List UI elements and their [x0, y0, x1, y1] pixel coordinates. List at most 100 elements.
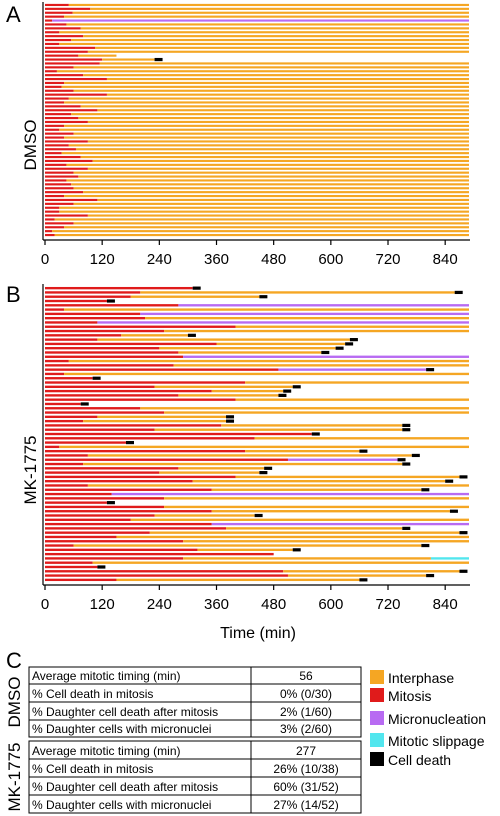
track-segment-interphase [116, 578, 360, 582]
cell-death-marker [426, 573, 435, 578]
track-segment-mitosis [45, 58, 103, 61]
track-segment-interphase [64, 136, 469, 139]
table-value-cell: 277 [296, 744, 316, 758]
x-tick-label: 600 [318, 251, 343, 268]
track-segment-interphase [83, 462, 403, 466]
track-segment-mitosis [45, 419, 84, 423]
track-segment-mitosis [45, 210, 60, 213]
track-segment-mitosis [45, 11, 73, 14]
table-value-cell: 26% (10/38) [273, 762, 338, 776]
cell-death-marker [359, 578, 368, 582]
table-metric-cell: Average mitotic timing (min) [32, 744, 181, 758]
track-segment-interphase [211, 488, 422, 491]
track-segment-interphase [97, 415, 227, 419]
panel-label-a: A [6, 2, 21, 27]
track-segment-interphase [102, 58, 155, 61]
track-segment-mitosis [45, 175, 79, 178]
track-segment-mitosis [45, 54, 79, 57]
track-segment-interphase [121, 334, 188, 337]
track-segment-interphase [83, 35, 470, 38]
track-segment-mitosis [45, 394, 179, 397]
track-segment-mitosis [45, 432, 312, 436]
track-segment-mitosis [45, 97, 69, 100]
x-tick-label: 480 [261, 596, 286, 613]
track-segment-mitosis [45, 35, 84, 38]
track-segment-interphase [92, 561, 469, 564]
cell-death-marker [421, 543, 430, 548]
track-segment-interphase [183, 540, 469, 543]
track-segment-mitosis [45, 441, 126, 444]
track-segment-interphase [73, 89, 469, 92]
track-segment-interphase [130, 295, 260, 298]
track-segment-interphase [59, 445, 469, 449]
x-tick-label: 600 [318, 596, 343, 613]
track-segment-interphase [66, 179, 469, 182]
track-segment-mitosis [45, 359, 69, 363]
track-segment-mitosis [45, 471, 160, 474]
track-segment-interphase [145, 316, 470, 320]
track-segment-interphase [68, 144, 469, 147]
cell-death-marker [345, 342, 354, 346]
track-segment-interphase [183, 557, 431, 560]
track-segment-mitosis [45, 552, 274, 556]
track-segment-mitosis [45, 574, 288, 577]
track-segment-mitosis [45, 548, 198, 552]
track-segment-mitosis [45, 316, 146, 320]
track-segment-mitosis [45, 295, 131, 298]
track-segment-mitosis [45, 321, 98, 324]
panel-b-x-axis-title: Time (min) [220, 625, 296, 642]
cell-death-marker [292, 548, 301, 552]
cell-death-marker [92, 376, 101, 380]
track-segment-interphase [78, 54, 117, 57]
track-segment-interphase [64, 81, 469, 85]
cell-death-marker [106, 501, 115, 505]
track-segment-mitosis [45, 163, 67, 166]
track-segment-interphase [99, 62, 469, 65]
track-segment-mitosis [45, 561, 93, 564]
track-segment-mitosis [45, 38, 72, 42]
track-segment-mitosis [45, 488, 212, 491]
track-segment-interphase [64, 194, 469, 198]
track-segment-mitosis [45, 206, 60, 209]
track-segment-interphase [73, 66, 469, 69]
track-segment-interphase [87, 214, 469, 217]
legend-label-cell-death: Cell death [388, 752, 451, 768]
track-segment-interphase [56, 70, 469, 73]
legend-swatch-mitosis [370, 688, 384, 702]
track-segment-interphase [178, 467, 265, 470]
track-segment-mitosis [45, 42, 60, 46]
track-segment-mitosis [45, 510, 212, 513]
track-segment-mitosis [45, 105, 81, 108]
cell-death-marker [402, 428, 411, 432]
track-segment-interphase [64, 101, 469, 104]
track-segment-mitosis [45, 544, 74, 547]
track-segment-interphase [80, 27, 469, 30]
track-segment-mitosis [45, 27, 81, 30]
cell-death-marker [226, 419, 235, 423]
track-segment-interphase [59, 128, 469, 131]
track-segment-interphase [87, 484, 469, 487]
cell-death-marker [402, 526, 411, 530]
track-segment-mitosis [45, 3, 69, 7]
track-segment-mitosis [45, 167, 88, 170]
track-segment-interphase [64, 372, 469, 376]
track-segment-mitosis [45, 402, 81, 406]
track-segment-mitosis [45, 299, 107, 303]
track-segment-micronucleation [97, 321, 470, 324]
table-mk1775-label: MK-1775 [5, 743, 24, 812]
cell-death-marker [459, 475, 468, 479]
cell-death-marker [421, 488, 430, 492]
track-segment-mitosis [45, 202, 74, 205]
track-segment-mitosis [45, 428, 155, 431]
cell-death-marker [278, 393, 287, 397]
track-segment-interphase [159, 347, 336, 350]
table-metric-cell: % Cell death in mitosis [32, 762, 153, 776]
track-segment-mitosis [45, 148, 76, 151]
track-segment-mitosis [45, 136, 65, 139]
track-segment-interphase [64, 15, 469, 18]
track-segment-mitosis [45, 514, 155, 517]
legend-label-micronucleation: Micronucleation [388, 711, 486, 727]
track-segment-interphase [140, 291, 455, 294]
panel-b-bars [45, 286, 470, 582]
track-segment-interphase [197, 548, 293, 552]
